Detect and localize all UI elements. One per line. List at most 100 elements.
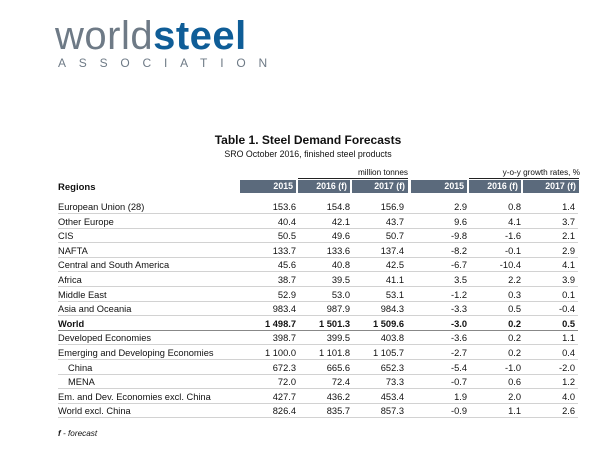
growth-2017f: 4.0: [562, 391, 575, 402]
growth-2017f: 1.2: [562, 377, 575, 388]
header-tonnes-2015: 2015: [240, 180, 296, 193]
region-name: Africa: [58, 275, 82, 285]
value-2015: 427.7: [272, 391, 296, 402]
growth-2016f: 4.1: [508, 216, 521, 227]
growth-2015: 2.9: [454, 202, 467, 212]
value-2016f: 49.6: [331, 231, 350, 242]
region-name: China: [68, 362, 93, 373]
growth-2016f: -10.4: [499, 260, 521, 271]
value-2015: 72.0: [277, 377, 296, 388]
growth-2017f: 1.1: [562, 333, 575, 344]
value-2016f: 40.8: [331, 260, 350, 271]
logo-word-steel: steel: [153, 14, 247, 58]
row-divider: [58, 373, 578, 375]
value-2015: 38.7: [277, 275, 296, 285]
growth-2015: -3.0: [450, 318, 467, 329]
growth-2016f: 0.3: [508, 289, 521, 300]
growth-2016f: 0.2: [508, 348, 521, 358]
row-divider: [58, 402, 578, 404]
value-2017f: 50.7: [385, 231, 404, 242]
region-name: Em. and Dev. Economies excl. China: [58, 391, 211, 402]
value-2017f: 1 105.7: [372, 348, 404, 358]
growth-2017f: 2.6: [562, 406, 575, 417]
value-2016f: 53.0: [331, 289, 350, 300]
growth-2017f: 1.4: [562, 202, 575, 212]
value-2015: 826.4: [272, 406, 296, 417]
value-2016f: 42.1: [331, 216, 350, 227]
row-divider: [58, 271, 578, 273]
region-name: Developed Economies: [58, 333, 152, 344]
value-2016f: 133.6: [326, 245, 350, 256]
value-2015: 133.7: [272, 245, 296, 256]
value-2016f: 1 101.8: [318, 348, 350, 358]
growth-2015: -1.2: [450, 289, 467, 300]
growth-2015: -3.6: [450, 333, 467, 344]
growth-2016f: 0.5: [508, 304, 521, 315]
growth-2015: -5.4: [450, 362, 467, 373]
value-2015: 1 498.7: [264, 318, 296, 329]
value-2017f: 652.3: [380, 362, 404, 373]
growth-2017f: 0.4: [562, 348, 575, 358]
value-2016f: 1 501.3: [318, 318, 350, 329]
growth-2015: -0.7: [450, 377, 467, 388]
value-2017f: 403.8: [380, 333, 404, 344]
table-row: Asia and Oceania 983.4 987.9 984.3 -3.3 …: [58, 302, 578, 317]
footnote: f - forecast: [58, 429, 97, 438]
logo-association: ASSOCIATION: [58, 56, 280, 70]
growth-2015: -3.3: [450, 304, 467, 315]
region-name: Emerging and Developing Economies: [58, 348, 214, 358]
table-row: World excl. China 826.4 835.7 857.3 -0.9…: [58, 404, 578, 419]
region-name: Middle East: [58, 289, 107, 300]
header-tonnes-2016f: 2016 (f): [298, 180, 350, 193]
value-2017f: 1 509.6: [372, 318, 404, 329]
region-name: European Union (28): [58, 202, 145, 212]
table-row: Central and South America 45.6 40.8 42.5…: [58, 258, 578, 273]
unit-label-growth: y-o-y growth rates, %: [502, 168, 580, 177]
value-2016f: 987.9: [326, 304, 350, 315]
region-name: Central and South America: [58, 260, 170, 271]
row-divider: [58, 286, 578, 287]
regions-header: Regions: [58, 182, 96, 193]
growth-2015: -0.9: [450, 406, 467, 417]
region-name: NAFTA: [58, 245, 88, 256]
value-2015: 50.5: [277, 231, 296, 242]
region-name: CIS: [58, 231, 74, 242]
row-divider: [58, 329, 578, 331]
footnote-text: - forecast: [60, 429, 98, 438]
value-2016f: 835.7: [326, 406, 350, 417]
growth-2017f: -2.0: [558, 362, 575, 373]
growth-2016f: 0.8: [508, 202, 521, 212]
region-name: Asia and Oceania: [58, 304, 132, 315]
value-2017f: 41.1: [385, 275, 404, 285]
growth-2016f: 0.2: [508, 318, 521, 329]
growth-2016f: -1.0: [504, 362, 521, 373]
region-name: World excl. China: [58, 406, 131, 417]
value-2015: 153.6: [272, 202, 296, 212]
table-row-total: World 1 498.7 1 501.3 1 509.6 -3.0 0.2 0…: [58, 317, 578, 331]
growth-2016f: -0.1: [504, 245, 521, 256]
region-name: World: [58, 318, 85, 329]
growth-2015: 1.9: [454, 391, 467, 402]
row-divider: [58, 300, 578, 302]
growth-2016f: 0.6: [508, 377, 521, 388]
row-divider: [58, 344, 578, 346]
header-tonnes-2017f: 2017 (f): [352, 180, 408, 193]
value-2017f: 137.4: [380, 245, 404, 256]
value-2015: 398.7: [272, 333, 296, 344]
table-row: China 672.3 665.6 652.3 -5.4 -1.0 -2.0: [58, 361, 578, 375]
growth-2016f: 0.2: [508, 333, 521, 344]
value-2017f: 53.1: [385, 289, 404, 300]
growth-2017f: 2.1: [562, 231, 575, 242]
value-2015: 672.3: [272, 362, 296, 373]
table-row: CIS 50.5 49.6 50.7 -9.8 -1.6 2.1: [58, 229, 578, 244]
row-divider: [58, 417, 578, 419]
header-growth-2015: 2015: [411, 180, 467, 193]
header-growth-2017f: 2017 (f): [523, 180, 579, 193]
table-row: Emerging and Developing Economies 1 100.…: [58, 346, 578, 360]
growth-2016f: 2.0: [508, 391, 521, 402]
value-2017f: 453.4: [380, 391, 404, 402]
value-2017f: 984.3: [380, 304, 404, 315]
value-2017f: 43.7: [385, 216, 404, 227]
table-row: NAFTA 133.7 133.6 137.4 -8.2 -0.1 2.9: [58, 244, 578, 258]
row-divider: [58, 242, 578, 244]
